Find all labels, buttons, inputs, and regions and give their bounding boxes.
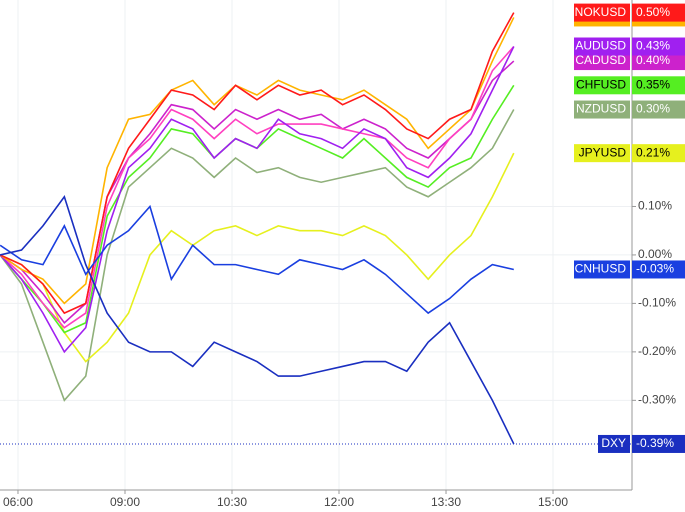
legend-label: NOKUSD <box>575 5 627 19</box>
legend-box <box>574 3 630 22</box>
legend-label: JPYUSD <box>579 145 627 159</box>
value-label: 0.50% <box>636 5 670 19</box>
y-tick-label: 0.10% <box>638 199 672 213</box>
legend-label: DXY <box>601 436 626 450</box>
y-tick-label: -0.10% <box>638 296 676 310</box>
value-label: 0.21% <box>636 145 670 159</box>
legend-box <box>574 37 630 56</box>
value-box <box>632 260 685 279</box>
x-tick-label: 13:30 <box>431 495 461 509</box>
value-box <box>632 76 685 95</box>
value-box <box>632 434 685 453</box>
series-line <box>0 17 515 305</box>
value-box <box>632 100 685 119</box>
x-tick-label: 12:00 <box>324 495 354 509</box>
x-tick-label: 10:30 <box>217 495 247 509</box>
x-tick-label: 15:00 <box>538 495 568 509</box>
value-label: 0.43% <box>636 39 670 53</box>
series-line <box>0 12 515 315</box>
legend-label: CADUSD <box>575 53 626 67</box>
legend-label: AUDUSD <box>575 39 626 53</box>
legend-box <box>574 144 630 163</box>
legend-box <box>574 260 630 279</box>
series-line <box>0 152 515 363</box>
y-tick-label: 0.00% <box>638 247 672 261</box>
series-line <box>0 195 515 445</box>
y-tick-label: -0.20% <box>638 344 676 358</box>
legend-label: CNHUSD <box>575 262 627 276</box>
legend-box <box>574 76 630 95</box>
y-tick-label: -0.30% <box>638 393 676 407</box>
series-line <box>0 46 515 354</box>
series-line <box>0 45 515 329</box>
value-label: 0.30% <box>636 102 670 116</box>
legend-box <box>574 100 630 119</box>
value-label: -0.39% <box>636 436 674 450</box>
value-box <box>632 52 685 71</box>
series-line <box>0 109 515 402</box>
value-label: 0.35% <box>636 77 670 91</box>
value-label: -0.03% <box>636 262 674 276</box>
x-tick-label: 09:00 <box>110 495 140 509</box>
legend-label: NZDUSD <box>576 102 626 116</box>
value-label: 0.40% <box>636 53 670 67</box>
series-line <box>0 84 515 334</box>
series-line <box>0 204 514 315</box>
x-tick-label: 06:00 <box>3 495 33 509</box>
legend-box <box>598 434 630 453</box>
value-box <box>632 144 685 163</box>
legend-box <box>574 52 630 71</box>
value-box <box>632 37 685 56</box>
value-box <box>632 3 685 22</box>
legend-label: CHFUSD <box>576 77 626 91</box>
